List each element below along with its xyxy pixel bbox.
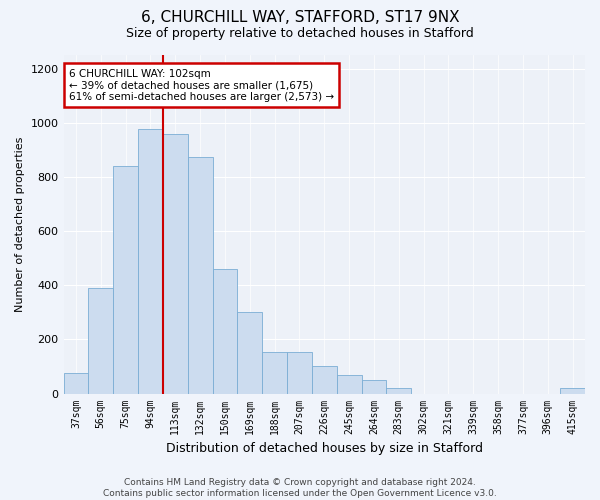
Bar [212, 269, 238, 394]
Bar [138, 130, 163, 394]
Text: Size of property relative to detached houses in Stafford: Size of property relative to detached ho… [126, 28, 474, 40]
Text: 6, CHURCHILL WAY, STAFFORD, ST17 9NX: 6, CHURCHILL WAY, STAFFORD, ST17 9NX [140, 10, 460, 25]
Bar [560, 388, 585, 394]
Text: 6 CHURCHILL WAY: 102sqm
← 39% of detached houses are smaller (1,675)
61% of semi: 6 CHURCHILL WAY: 102sqm ← 39% of detache… [69, 68, 334, 102]
Text: Contains HM Land Registry data © Crown copyright and database right 2024.
Contai: Contains HM Land Registry data © Crown c… [103, 478, 497, 498]
Bar [287, 352, 312, 394]
Bar [362, 380, 386, 394]
Bar [113, 166, 138, 394]
Bar [386, 388, 411, 394]
Bar [64, 373, 88, 394]
Bar [312, 366, 337, 394]
Y-axis label: Number of detached properties: Number of detached properties [15, 136, 25, 312]
X-axis label: Distribution of detached houses by size in Stafford: Distribution of detached houses by size … [166, 442, 483, 455]
Bar [163, 134, 188, 394]
Bar [337, 374, 362, 394]
Bar [188, 156, 212, 394]
Bar [262, 352, 287, 394]
Bar [88, 288, 113, 394]
Bar [238, 312, 262, 394]
